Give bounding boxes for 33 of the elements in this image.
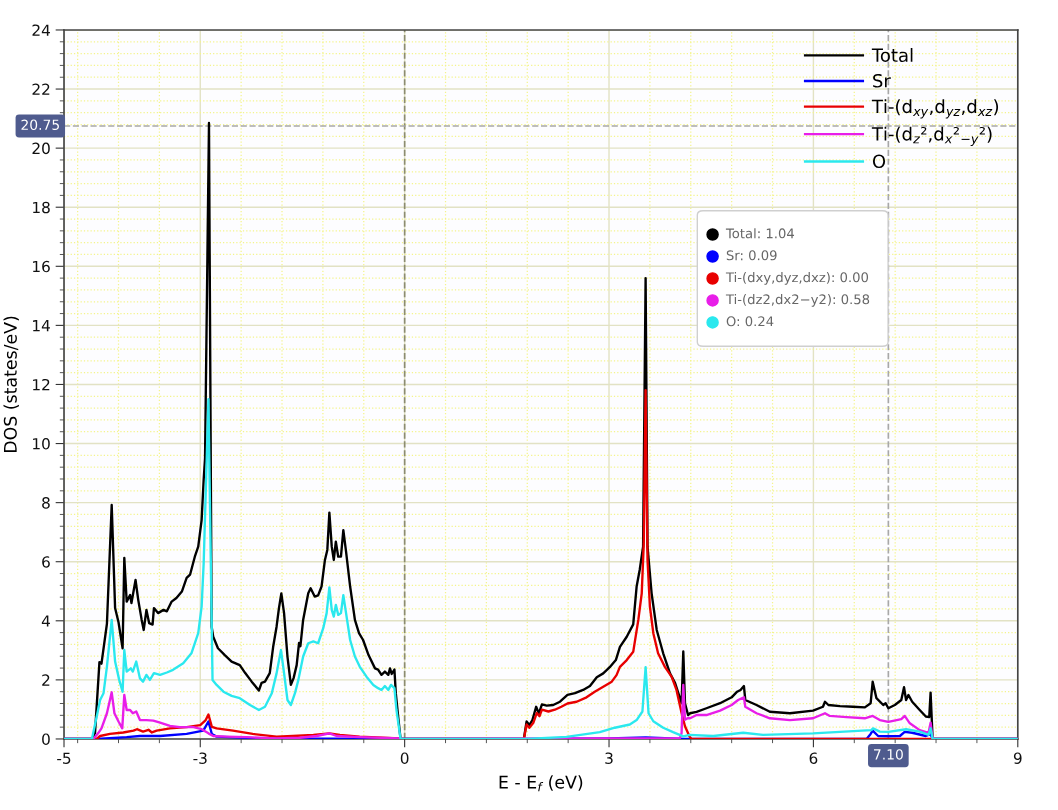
y-tick-label: 14: [33, 320, 50, 332]
x-tick-label: -3: [193, 752, 207, 764]
annotation: Sr: 0.09: [726, 250, 777, 261]
y-tick-label: 10: [33, 438, 50, 450]
y-tick-label: 0: [42, 733, 50, 745]
y-tick-label: 6: [42, 556, 50, 568]
x-tick-label: 0: [400, 752, 409, 764]
ref-line-label: 7.10: [874, 749, 903, 760]
annotation: Total: 1.04: [725, 228, 795, 239]
x-axis-title: E - E$_{f}$ (eV): [499, 775, 583, 792]
x-tick-label: -5: [57, 752, 71, 764]
y-tick-label: 12: [33, 378, 50, 391]
annotation: Ti-(dxy,dyz,dxz): 0.00: [725, 272, 869, 285]
legend-label: O: [872, 154, 886, 169]
legend-label: Sr: [873, 73, 891, 88]
y-tick-label: 22: [32, 83, 50, 95]
y-tick-label: 2: [42, 674, 50, 686]
y-tick-label: 8: [42, 497, 50, 509]
x-tick-label: 3: [605, 752, 613, 764]
y-tick-label: 16: [33, 260, 50, 273]
legend-label: Ti-(d$_{z}$²,d$_{x}$²$_{−y}$²): [871, 126, 992, 146]
annotation: O: 0.24: [726, 316, 774, 327]
y-tick-label: 4: [41, 615, 50, 627]
legend-label: Ti-(d$_{xy}$,d$_{yz}$,d$_{xz}$): [871, 99, 999, 119]
y-axis-title: DOS (states/eV): [3, 316, 19, 453]
y-tick-label: 24: [32, 24, 50, 36]
legend-label: Total: [871, 48, 913, 62]
y-tick-label: 20: [32, 142, 50, 155]
y-tick-label: 18: [33, 201, 50, 214]
x-tick-label: 9: [1013, 752, 1022, 764]
ref-line-label: 20.75: [21, 119, 59, 131]
annotation: Ti-(dz2,dx2−y2): 0.58: [725, 294, 870, 307]
x-tick-label: 6: [809, 752, 818, 764]
